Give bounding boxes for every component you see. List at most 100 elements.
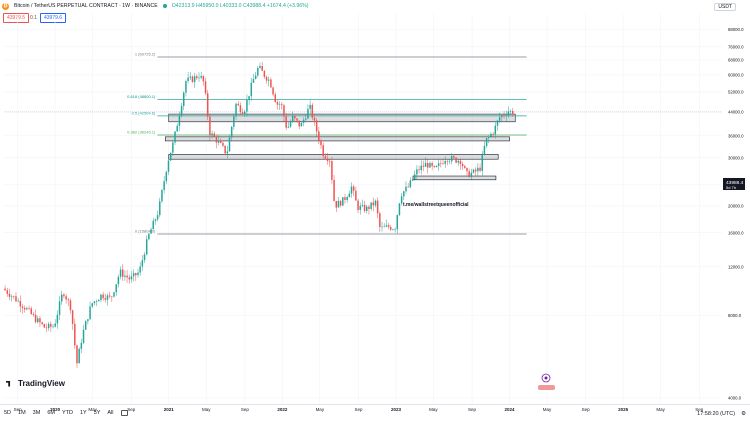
bottom-toolbar: 5D 1M 3M 6M YTD 1Y 5Y All — [0, 404, 750, 421]
sell-button[interactable]: 43979.5 — [3, 13, 30, 23]
candle-body — [470, 172, 473, 177]
candle-body — [416, 169, 418, 175]
candle-body — [305, 118, 307, 120]
zone-rect — [412, 175, 497, 181]
candle-body — [259, 66, 261, 68]
candle-body — [233, 116, 235, 127]
candle-body — [60, 294, 63, 302]
candle-body — [89, 306, 91, 320]
candle-body — [252, 79, 255, 83]
candle-body — [270, 79, 272, 88]
candle-body — [372, 202, 375, 206]
candle-body — [161, 190, 163, 202]
candle-body — [235, 103, 237, 117]
candle-body — [139, 266, 141, 273]
candle-body — [357, 200, 359, 210]
candle-body — [204, 81, 207, 94]
candle-body — [217, 140, 220, 143]
candle-body — [41, 322, 43, 325]
candle-body — [237, 103, 239, 106]
candle-body — [196, 76, 198, 79]
candle-body — [82, 329, 85, 343]
y-tick-label: 24000.0 — [728, 182, 744, 187]
candle-body — [359, 205, 361, 210]
timeframe-1m[interactable]: 1M — [18, 410, 26, 416]
candle-body — [254, 75, 257, 80]
candle-body — [455, 157, 457, 163]
candle-body — [320, 140, 322, 146]
utc-clock[interactable]: 17:58:20 (UTC) — [697, 411, 736, 417]
candle-body — [328, 160, 331, 162]
settings-gear-icon[interactable]: ⚙ — [741, 411, 746, 417]
candle-body — [400, 196, 403, 204]
candle-body — [241, 112, 244, 115]
candle-body — [102, 294, 104, 299]
tradingview-mark-icon — [6, 380, 11, 387]
candle-body — [403, 191, 405, 197]
candle-body — [32, 313, 35, 315]
candle-body — [461, 163, 464, 167]
candle-body — [71, 310, 74, 324]
candle-body — [481, 154, 483, 171]
candle-body — [148, 233, 150, 240]
candle-body — [285, 116, 287, 128]
timeframe-ytd[interactable]: YTD — [61, 410, 73, 416]
candle-body — [387, 225, 390, 228]
candle-body — [267, 79, 270, 81]
y-tick-label: 30000.0 — [728, 155, 744, 160]
candle-body — [496, 120, 499, 126]
candle-body — [211, 133, 213, 136]
candle-body — [457, 160, 460, 163]
candle-body — [485, 138, 488, 146]
price-axis[interactable]: 88000.0 76000.0 68000.0 60000.0 52000.0 44000… — [728, 27, 744, 401]
candle-body — [311, 104, 314, 118]
zone-rect — [165, 136, 510, 142]
timeframe-6m[interactable]: 6M — [47, 410, 55, 416]
calendar-icon[interactable] — [120, 410, 128, 416]
candle-body — [261, 66, 263, 71]
timeframe-all[interactable]: All — [107, 410, 114, 416]
fib-label: 0.618 (48800.1) — [127, 94, 156, 99]
candle-body — [494, 125, 497, 135]
candle-body — [230, 126, 233, 138]
fib-label: 0.5 (42564.6) — [132, 110, 156, 115]
candle-body — [43, 324, 46, 328]
event-icons[interactable] — [538, 373, 555, 390]
candle-body — [407, 186, 409, 188]
candle-body — [352, 186, 355, 191]
candle-body — [193, 76, 196, 83]
timeframe-1y[interactable]: 1Y — [79, 410, 87, 416]
candle-body — [67, 299, 70, 301]
y-tick-label: 8000.0 — [728, 313, 742, 318]
candle-body — [490, 133, 492, 137]
candle-body — [78, 348, 80, 364]
y-tick-label: 12000.0 — [728, 265, 744, 270]
timeframe-3m[interactable]: 3M — [32, 410, 41, 416]
candle-body — [26, 308, 28, 310]
candle-body — [50, 323, 52, 327]
candle-body — [283, 105, 285, 117]
candle-body — [124, 275, 126, 277]
candle-body — [115, 284, 117, 293]
timeframe-5y[interactable]: 5Y — [93, 410, 101, 416]
candle-body — [174, 131, 176, 143]
brand-name: TradingView — [18, 379, 65, 388]
candle-body — [47, 323, 50, 329]
current-price-marker: 43988.4 5d 7h — [723, 178, 745, 190]
candle-body — [296, 118, 298, 121]
candle-body — [222, 142, 224, 146]
y-tick-label: 88000.0 — [728, 27, 744, 32]
currency-selector[interactable]: USDT — [714, 3, 736, 11]
buy-button[interactable]: 43979.6 — [40, 13, 67, 23]
candle-body — [10, 296, 13, 297]
candle-body — [84, 321, 87, 330]
candle-body — [202, 75, 205, 82]
candle-body — [394, 229, 396, 230]
timeframe-5d[interactable]: 5D — [4, 410, 12, 416]
candle-body — [228, 137, 231, 152]
symbol-title[interactable]: Bitcoin / TetherUS PERPETUAL CONTRACT · … — [14, 3, 158, 9]
candle-body — [289, 121, 292, 127]
candle-body — [505, 115, 507, 116]
candle-body — [444, 161, 446, 164]
